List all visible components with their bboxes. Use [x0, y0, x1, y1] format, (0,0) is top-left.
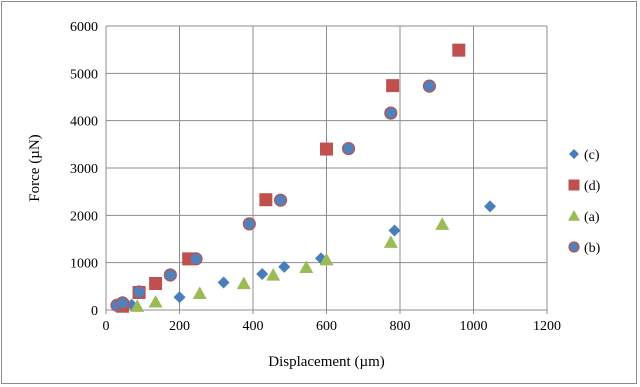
legend-item: (c)	[569, 148, 600, 163]
series-0	[114, 200, 497, 312]
legend: (c) (d) (a) (b)	[568, 148, 601, 256]
data-point	[242, 217, 256, 231]
x-tick-label: 800	[390, 319, 411, 334]
y-axis-title: Force (µN)	[27, 134, 43, 201]
legend-label: (d)	[584, 179, 601, 194]
data-point	[383, 235, 398, 248]
y-tick-label: 0	[91, 304, 98, 319]
y-tick-label: 5000	[70, 67, 98, 82]
data-point	[236, 276, 251, 290]
y-tick-labels: 0 1000 2000 3000 4000 5000 6000	[70, 20, 98, 319]
x-tick-label: 600	[316, 319, 337, 334]
y-tick-label: 3000	[70, 162, 98, 177]
data-point	[273, 193, 288, 207]
x-axis-title: Displacement (µm)	[268, 354, 385, 370]
data-point	[132, 285, 146, 299]
x-tick-label: 1200	[533, 319, 561, 334]
legend-item: (b)	[568, 241, 601, 256]
data-point	[422, 79, 436, 93]
data-point	[266, 267, 281, 281]
gridlines	[106, 25, 548, 310]
legend-item: (d)	[568, 179, 601, 194]
x-tick-label: 200	[169, 319, 190, 334]
series-2	[130, 217, 450, 312]
series-3	[110, 79, 436, 312]
legend-marker	[568, 179, 580, 191]
legend-marker	[568, 241, 580, 253]
data-points	[110, 43, 497, 313]
data-point	[320, 142, 333, 156]
x-tick-labels: 0 200 400 600 800 1000 1200	[103, 319, 562, 334]
data-point	[149, 276, 163, 290]
data-point	[435, 217, 450, 230]
x-tick-label: 400	[243, 319, 264, 334]
data-point	[130, 299, 145, 312]
data-point	[384, 106, 398, 120]
y-tick-label: 6000	[70, 20, 98, 35]
data-point	[452, 43, 466, 57]
data-point	[259, 193, 273, 207]
data-point	[163, 268, 177, 282]
legend-label: (c)	[584, 148, 600, 163]
legend-marker	[568, 210, 580, 221]
data-point	[217, 276, 230, 289]
x-tick-label: 0	[103, 319, 110, 334]
data-point	[173, 291, 186, 304]
data-point	[341, 141, 356, 156]
data-point	[192, 286, 207, 300]
legend-label: (a)	[584, 210, 600, 225]
y-tick-label: 2000	[70, 209, 98, 224]
axes	[105, 26, 548, 314]
y-tick-label: 1000	[70, 257, 98, 272]
data-point	[319, 252, 334, 266]
legend-marker	[569, 149, 579, 159]
legend-item: (a)	[568, 210, 600, 225]
y-tick-label: 4000	[70, 115, 98, 130]
data-point	[484, 200, 497, 213]
legend-label: (b)	[584, 241, 601, 256]
data-point	[115, 296, 130, 310]
data-point	[386, 79, 400, 93]
data-point	[278, 260, 291, 273]
data-point	[189, 252, 203, 266]
data-point	[148, 294, 163, 308]
data-point	[388, 224, 401, 237]
data-point	[299, 260, 314, 273]
data-point	[256, 268, 269, 281]
x-tick-label: 1000	[460, 319, 488, 334]
